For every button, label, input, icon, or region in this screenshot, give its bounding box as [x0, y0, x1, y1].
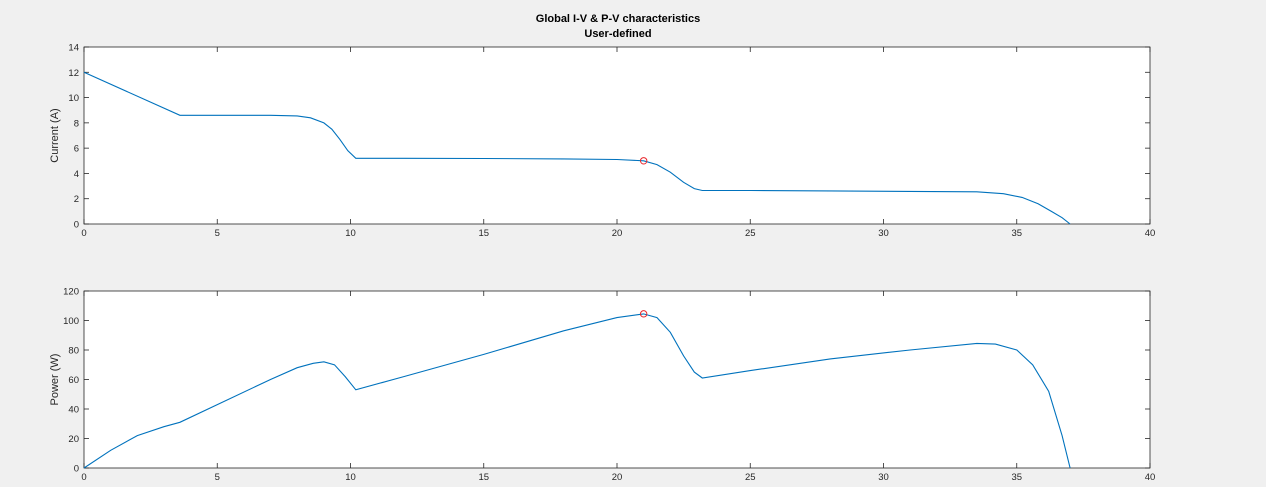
- iv-xtick-label: 5: [215, 228, 220, 239]
- iv-xtick-label: 0: [81, 228, 86, 239]
- pv-xtick-label: 10: [345, 472, 356, 483]
- iv-ytick-label: 2: [74, 194, 79, 205]
- pv-xtick-label: 30: [878, 472, 889, 483]
- iv-ytick-label: 6: [74, 144, 79, 155]
- iv-xtick-label: 30: [878, 228, 889, 239]
- iv-ytick-label: 0: [74, 220, 79, 231]
- pv-xtick-label: 5: [215, 472, 220, 483]
- pv-xtick-label: 20: [612, 472, 623, 483]
- iv-ytick-label: 14: [68, 43, 79, 54]
- iv-xtick-label: 25: [745, 228, 756, 239]
- pv-ytick-label: 120: [63, 287, 79, 298]
- pv-ytick-label: 40: [68, 405, 79, 416]
- pv-axes: 0 5 10 15 20 25 30 35 40 0 20 40 60 80 100 120 Power (W): [49, 287, 1155, 484]
- iv-xtick-label: 10: [345, 228, 356, 239]
- pv-ytick-label: 100: [63, 316, 79, 327]
- pv-xtick-label: 25: [745, 472, 756, 483]
- iv-plot-area: [83, 46, 1151, 225]
- iv-xtick-label: 35: [1011, 228, 1022, 239]
- iv-ylabel: Current (A): [49, 108, 61, 162]
- iv-xtick-label: 15: [478, 228, 489, 239]
- figure-subtitle: User-defined: [584, 28, 651, 40]
- pv-xtick-label: 15: [478, 472, 489, 483]
- pv-ytick-label: 0: [74, 464, 79, 475]
- iv-ytick-label: 12: [68, 68, 79, 79]
- pv-series-line: [83, 313, 1071, 469]
- iv-xtick-label: 20: [612, 228, 623, 239]
- iv-ytick-label: 8: [74, 118, 79, 129]
- pv-ytick-label: 80: [68, 346, 79, 357]
- iv-axes: 0 5 10 15 20 25 30 35 40 0 2 4 6 8 10 12 14 Current (A): [49, 43, 1155, 240]
- iv-mpp-marker: [639, 157, 648, 165]
- pv-xtick-label: 40: [1145, 472, 1156, 483]
- pv-mpp-marker: [639, 310, 648, 318]
- iv-ytick-label: 10: [68, 93, 79, 104]
- iv-series-line: [83, 71, 1071, 225]
- pv-xtick-label: 35: [1011, 472, 1022, 483]
- iv-xtick-label: 40: [1145, 228, 1156, 239]
- pv-plot-area: [83, 290, 1151, 469]
- figure-title: Global I-V & P-V characteristics: [536, 13, 700, 25]
- pv-ylabel: Power (W): [49, 354, 61, 406]
- pv-ytick-label: 20: [68, 434, 79, 445]
- pv-ytick-label: 60: [68, 375, 79, 386]
- iv-ytick-label: 4: [74, 169, 79, 180]
- pv-xtick-label: 0: [81, 472, 86, 483]
